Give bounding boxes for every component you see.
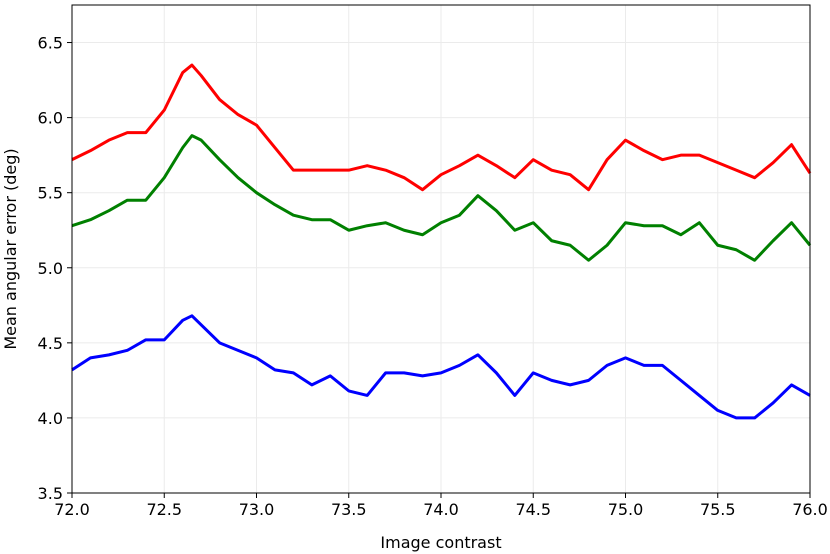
data-line (71, 314, 811, 420)
y-axis-label: Mean angular error (deg) (1, 148, 20, 349)
y-tick-label: 4.0 (38, 409, 63, 428)
x-tick-label: 72.0 (54, 500, 90, 519)
x-tick-label: 74.5 (515, 500, 551, 519)
y-tick-label: 6.0 (38, 109, 63, 128)
x-tick-label: 75.5 (700, 500, 736, 519)
x-tick-label: 73.5 (331, 500, 367, 519)
x-tick-label: 73.0 (239, 500, 275, 519)
x-tick-label: 76.0 (792, 500, 828, 519)
plot-frame (71, 4, 811, 494)
x-axis-label: Image contrast (380, 533, 501, 552)
y-tick-label: 3.5 (38, 484, 63, 503)
data-line (71, 63, 812, 192)
x-tick-label: 72.5 (146, 500, 182, 519)
y-tick-label: 4.5 (38, 334, 63, 353)
x-tick-label: 75.0 (608, 500, 644, 519)
y-tick-label: 6.5 (38, 34, 63, 53)
x-tick-label: 74.0 (423, 500, 459, 519)
y-tick-label: 5.0 (38, 259, 63, 278)
y-tick-label: 5.5 (38, 184, 63, 203)
data-line (71, 134, 812, 262)
